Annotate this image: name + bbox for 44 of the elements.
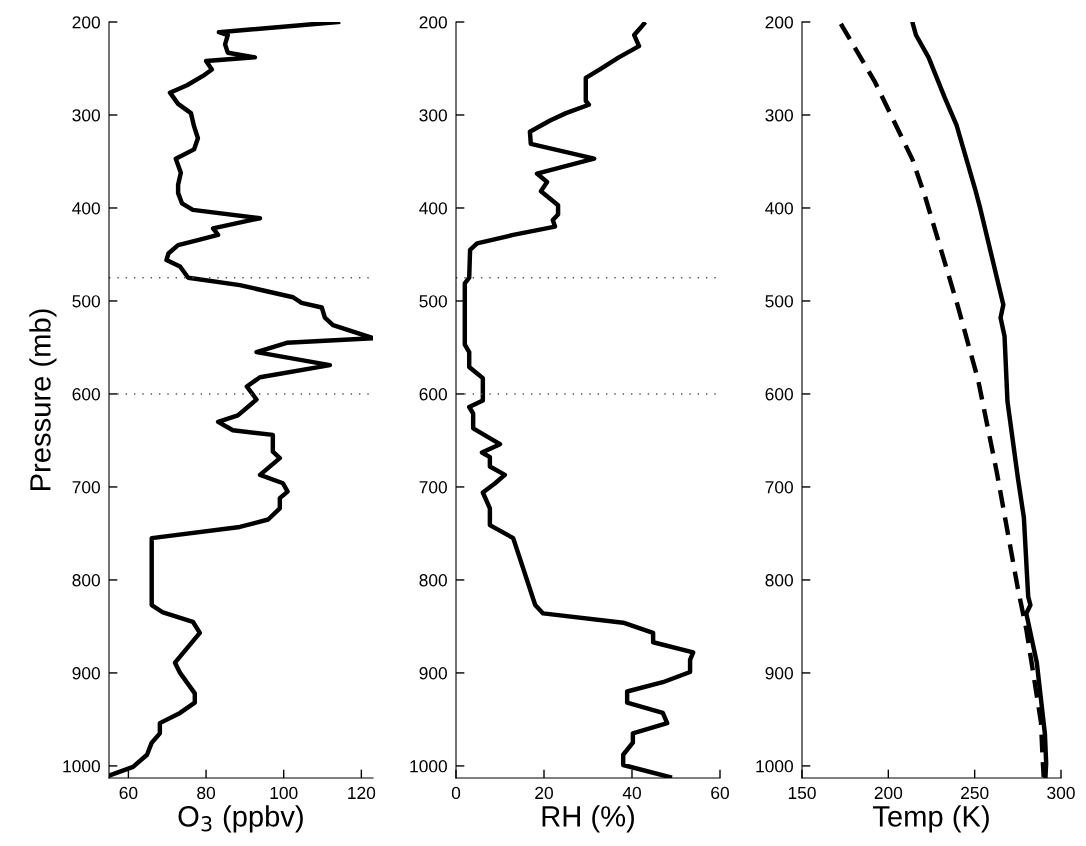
x-axis-title: RH (%)	[542, 805, 634, 833]
x-tick-label: 80	[197, 786, 216, 800]
y-tick-label: 900	[72, 667, 100, 680]
x-tick-label: 40	[622, 786, 641, 800]
y-tick-label: 800	[765, 574, 793, 587]
y-tick-label: 800	[72, 574, 100, 587]
x-axis-title: Temp (K)	[873, 805, 989, 833]
y-tick-label: 400	[765, 202, 793, 215]
x-tick-label: 200	[874, 786, 903, 800]
y-tick-label: 200	[765, 16, 793, 29]
x-tick-label: 60	[711, 786, 729, 800]
y-tick-label: 600	[72, 388, 100, 401]
x-tick-label: 250	[961, 786, 989, 800]
x-tick-label: 120	[348, 786, 376, 800]
y-tick-label: 300	[419, 109, 447, 122]
x-axis-title: O$_{3}$ (ppbv)	[178, 805, 303, 833]
x-tick-label: 300	[1047, 786, 1075, 800]
y-tick-label: 900	[765, 667, 793, 680]
x-tick-label: 60	[119, 786, 138, 800]
y-tick-label: 900	[419, 667, 447, 680]
y-axis-title: Pressure (mb)	[29, 309, 57, 490]
line-series	[109, 22, 373, 778]
y-tick-label: 700	[765, 481, 793, 494]
y-tick-label: 200	[419, 16, 447, 29]
y-tick-label: 300	[765, 109, 793, 122]
y-tick-label: 300	[72, 109, 100, 122]
y-tick-label: 1000	[410, 760, 447, 773]
y-tick-label: 600	[419, 388, 447, 401]
y-tick-label: 500	[419, 295, 447, 308]
x-tick-label: 0	[451, 786, 461, 800]
y-tick-label: 400	[419, 202, 447, 215]
x-tick-label: 100	[270, 786, 298, 800]
x-tick-label: 150	[788, 786, 816, 800]
y-tick-label: 400	[72, 202, 100, 215]
y-tick-label: 600	[765, 388, 793, 401]
x-tick-label: 20	[535, 786, 553, 800]
y-tick-label: 700	[72, 481, 100, 494]
y-tick-label: 700	[419, 481, 447, 494]
y-tick-label: 500	[765, 295, 793, 308]
y-tick-label: 800	[419, 574, 447, 587]
y-tick-label: 1000	[63, 760, 100, 773]
y-tick-label: 1000	[756, 760, 793, 773]
y-tick-label: 500	[72, 295, 100, 308]
y-tick-label: 200	[72, 16, 100, 29]
